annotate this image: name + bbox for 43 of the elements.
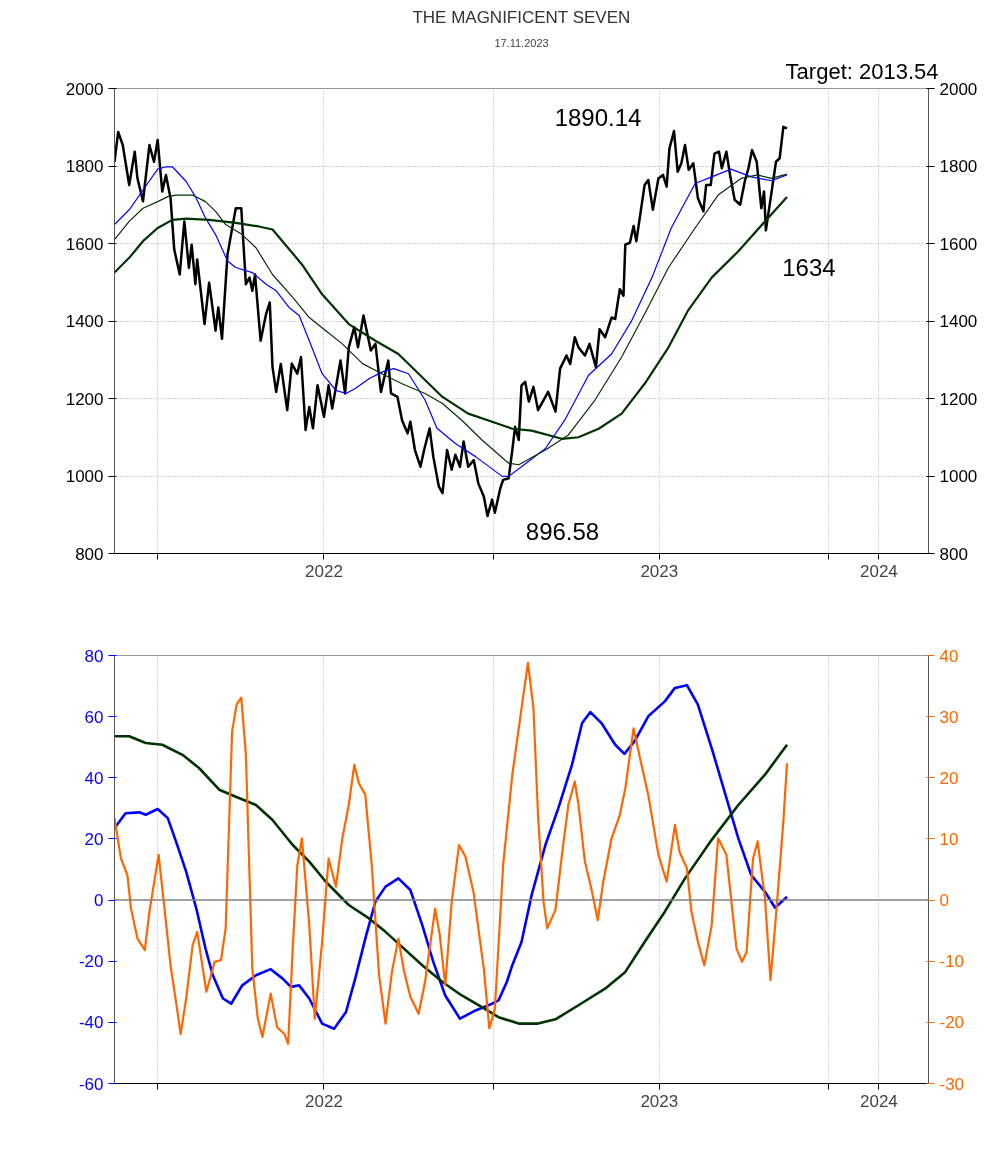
y2-tick-label: 1600 bbox=[939, 234, 978, 254]
x-tick-label: 2023 bbox=[640, 561, 679, 581]
y2-tick-label: 20 bbox=[939, 768, 959, 788]
y2-tick-label: 2000 bbox=[939, 79, 978, 99]
x-tick-label: 2022 bbox=[305, 561, 343, 581]
y-tick-label: 1600 bbox=[65, 234, 104, 254]
y2-tick-label: 1000 bbox=[939, 467, 978, 486]
text: Target: 2013.54 bbox=[785, 58, 939, 84]
y-tick-label: 60 bbox=[84, 707, 104, 727]
y-tick-label: 20 bbox=[84, 829, 104, 849]
y-tick-label: 1400 bbox=[65, 312, 104, 331]
y2-tick-label: 1400 bbox=[939, 312, 978, 331]
y-tick-label: 800 bbox=[75, 544, 104, 564]
y-tick-label: 1000 bbox=[65, 467, 104, 486]
y-tick-label: 1800 bbox=[65, 157, 104, 176]
annotation: 1890.14 bbox=[554, 103, 642, 131]
y2-tick-label: -30 bbox=[939, 1074, 965, 1094]
x-tick-label: 2024 bbox=[859, 1091, 898, 1111]
x-tick-label: 2022 bbox=[305, 1091, 343, 1111]
line-series bbox=[114, 734, 789, 1025]
y2-tick-label: 10 bbox=[939, 829, 959, 849]
annotation: 896.58 bbox=[525, 517, 600, 545]
y-tick-label: 40 bbox=[84, 768, 104, 788]
y2-tick-label: -20 bbox=[939, 1013, 965, 1033]
y2-tick-label: -10 bbox=[939, 952, 965, 972]
y-tick-label: 2000 bbox=[65, 79, 104, 99]
y2-tick-label: 40 bbox=[939, 646, 959, 666]
x-tick-label: 2023 bbox=[640, 1091, 679, 1111]
y2-tick-label: 0 bbox=[939, 891, 949, 911]
annotation: 1634 bbox=[782, 253, 836, 281]
y-tick-label: 0 bbox=[94, 891, 104, 911]
x-tick-label: 2024 bbox=[859, 561, 898, 581]
y-tick-label: 80 bbox=[84, 646, 104, 666]
y-tick-label: -20 bbox=[78, 952, 104, 972]
y2-tick-label: 1800 bbox=[939, 157, 978, 176]
chart-subtitle: 17.11.2023 bbox=[494, 36, 549, 49]
y2-tick-label: 30 bbox=[939, 707, 959, 727]
y2-tick-label: 1200 bbox=[939, 389, 978, 409]
y-tick-label: -60 bbox=[78, 1074, 104, 1094]
chart-title: THE MAGNIFICENT SEVEN bbox=[412, 7, 631, 27]
y-tick-label: 1200 bbox=[65, 389, 104, 409]
y2-tick-label: 800 bbox=[939, 544, 968, 564]
y-tick-label: -40 bbox=[78, 1013, 104, 1033]
